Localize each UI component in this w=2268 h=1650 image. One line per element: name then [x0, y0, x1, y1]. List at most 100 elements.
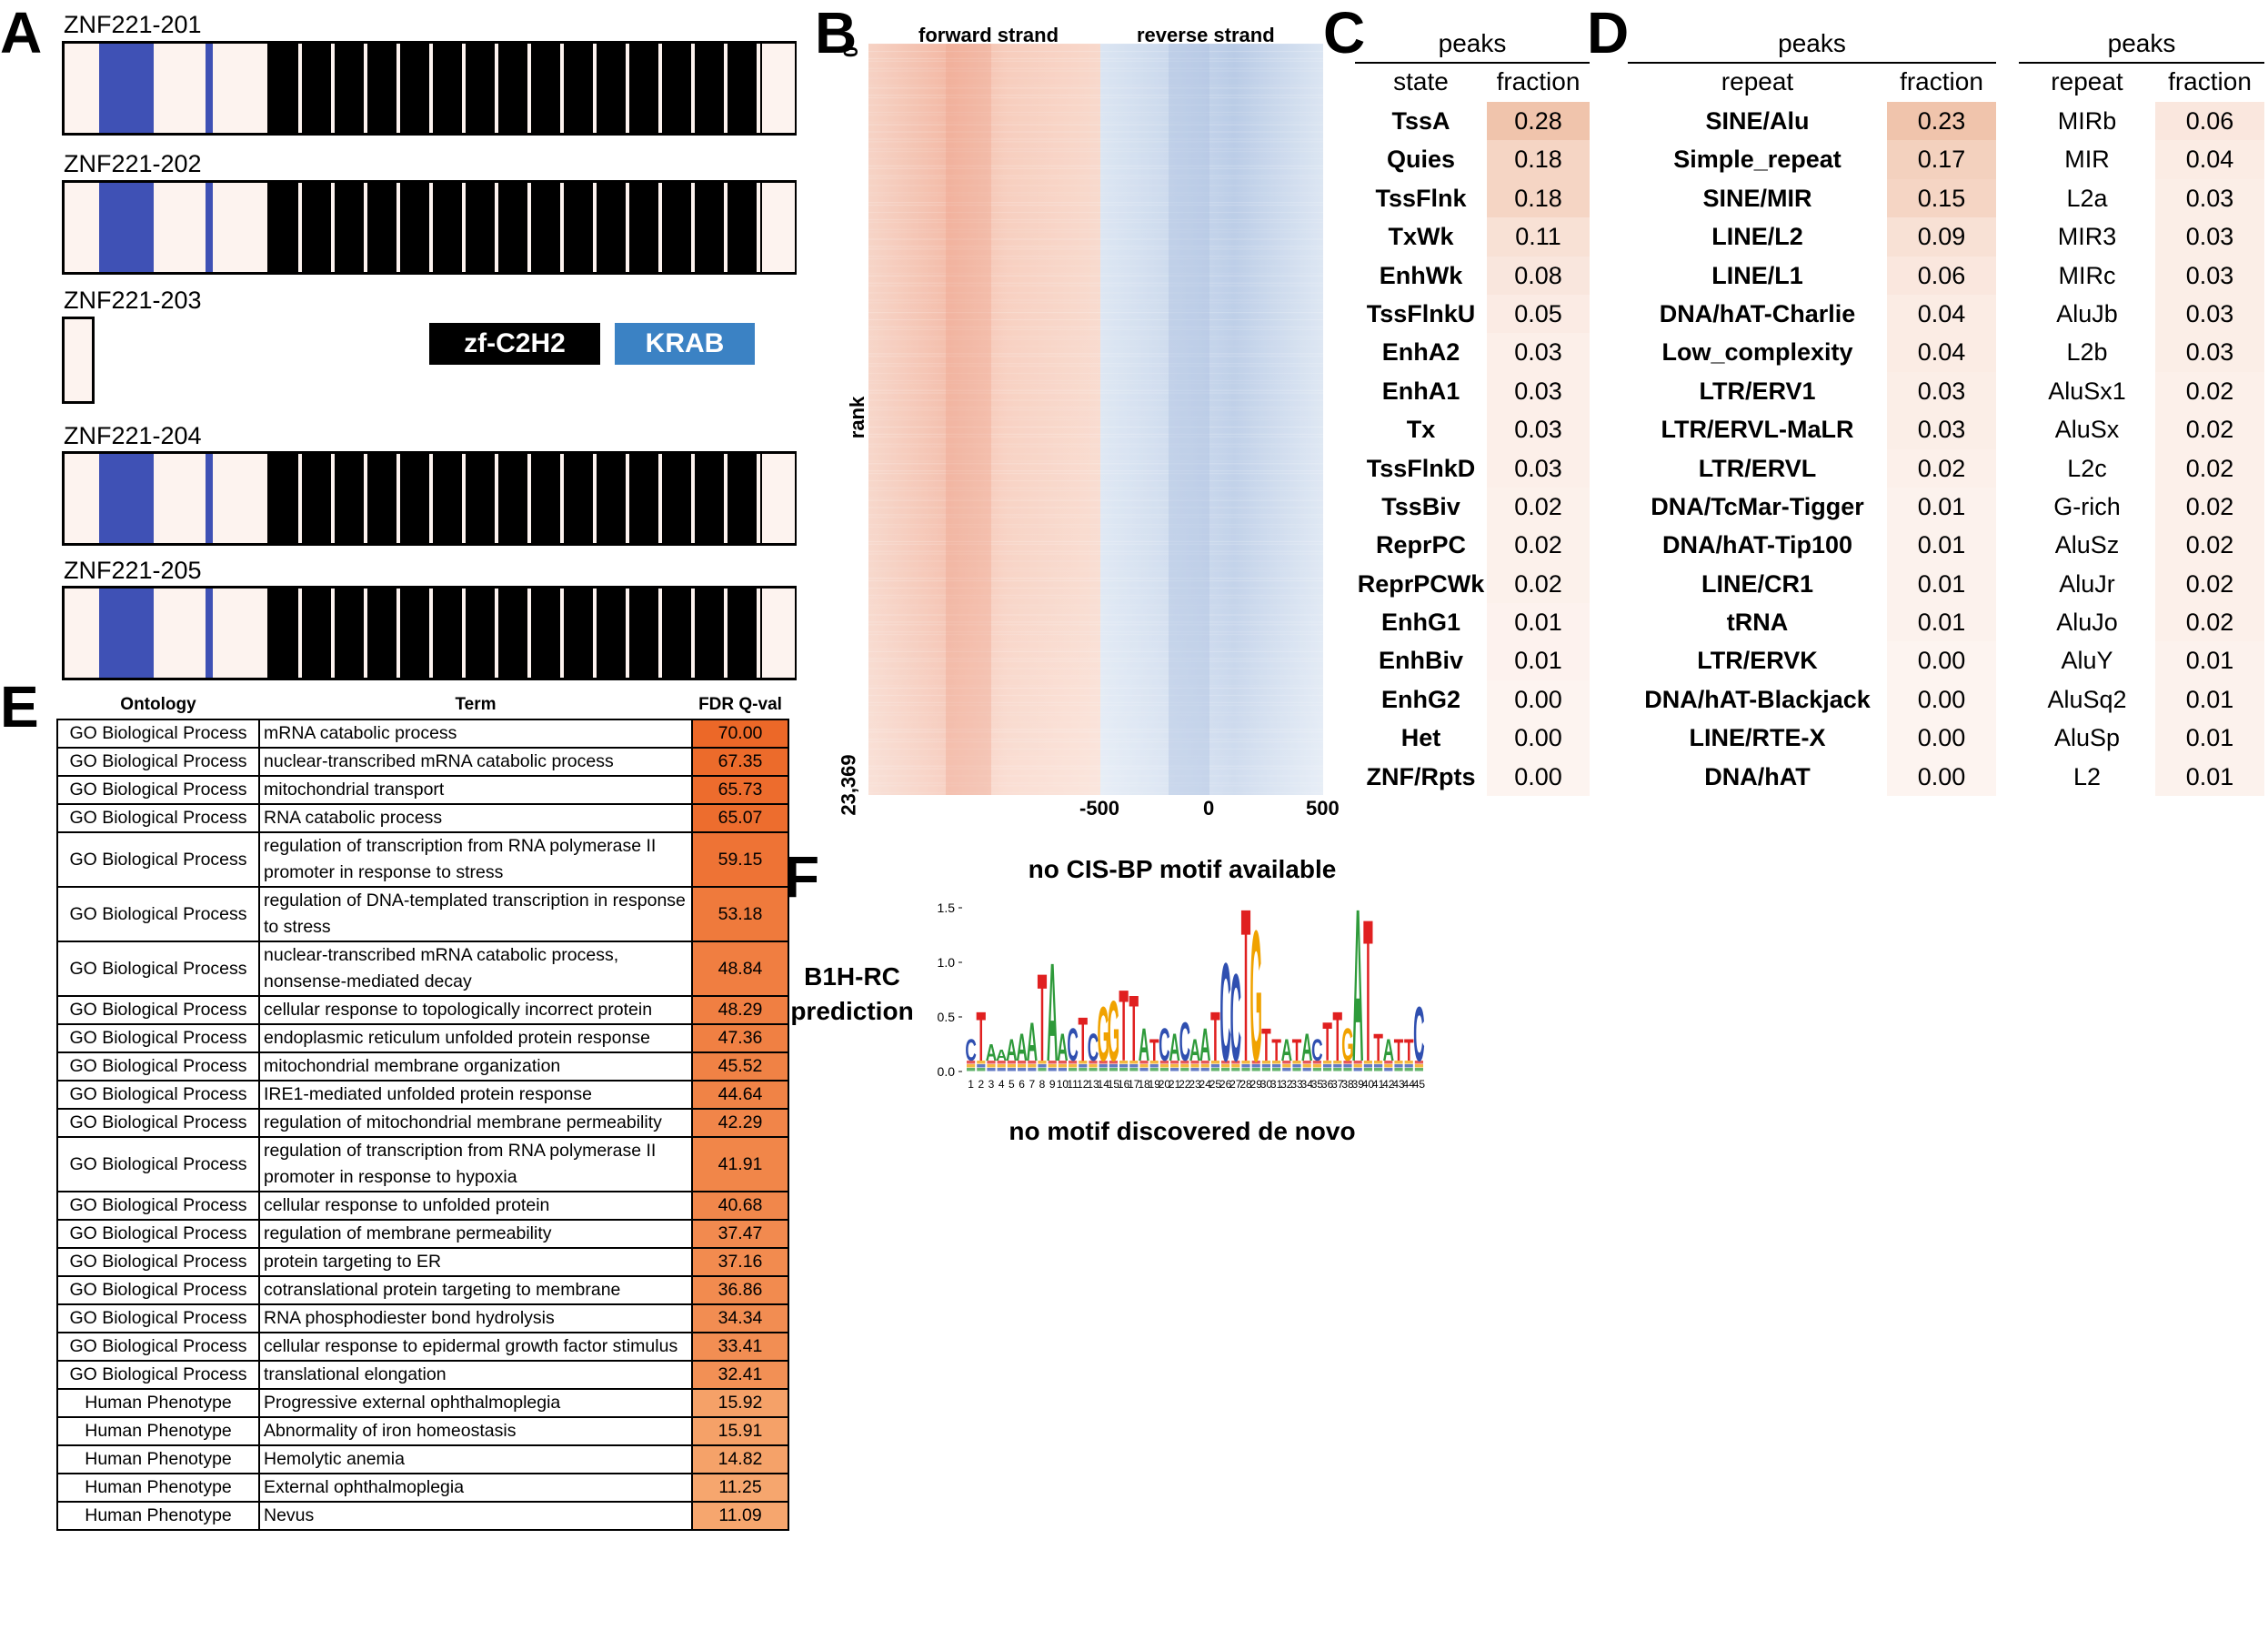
heatmap-row-texture	[868, 177, 1323, 179]
row-name: L2b	[2066, 338, 2108, 367]
fdr-cell: 44.64	[691, 1080, 789, 1110]
logo-minor-letter	[967, 1061, 976, 1064]
logo-column: C	[1219, 935, 1230, 1091]
panel-letter-e: E	[0, 674, 39, 739]
isoform-tail	[762, 183, 795, 272]
logo-minor-letter	[1363, 1064, 1372, 1068]
heatmap-row-texture	[868, 453, 1323, 455]
zf-separator	[691, 183, 695, 272]
logo-letter: A	[1199, 1019, 1210, 1071]
heatmap-row-texture	[868, 792, 1323, 794]
heatmap-row-texture	[868, 580, 1323, 582]
heatmap-row-texture	[868, 553, 1323, 555]
fdr-cell: 48.29	[691, 995, 789, 1025]
logo-minor-letter	[1343, 1068, 1352, 1071]
heatmap-row-texture	[868, 272, 1323, 274]
heatmap-row-texture	[868, 624, 1323, 626]
term-cell: cotranslational protein targeting to mem…	[258, 1275, 693, 1305]
zf-separator	[724, 454, 728, 543]
logo-minor-letter	[1221, 1068, 1230, 1071]
fdr-cell: 48.84	[691, 941, 789, 997]
logo-letter: T	[1129, 976, 1139, 1082]
logo-xtick: 7	[1029, 1078, 1035, 1091]
heatmap-row-texture	[868, 785, 1323, 787]
heatmap-row-texture	[868, 124, 1323, 126]
heatmap-row-texture	[868, 631, 1323, 633]
term-cell: regulation of membrane permeability	[258, 1219, 693, 1249]
zf-separator	[364, 589, 367, 678]
logo-column: T	[1292, 1031, 1302, 1071]
heatmap-row-texture	[868, 312, 1323, 314]
zf-separator	[724, 589, 728, 678]
logo-minor-letter	[1210, 1068, 1219, 1071]
isoform-tail	[762, 44, 795, 133]
zf-separator	[560, 44, 564, 133]
heatmap-fade	[868, 44, 1323, 795]
heatmap-row-texture	[868, 621, 1323, 623]
term-cell: protein targeting to ER	[258, 1247, 693, 1277]
heatmap-row-texture	[868, 524, 1323, 526]
heatmap-row-texture	[868, 70, 1323, 72]
table-row: GO Biological Process IRE1-mediated unfol…	[56, 1080, 789, 1110]
row-fraction-value: 0.02	[1487, 487, 1590, 527]
fdr-cell: 47.36	[691, 1023, 789, 1053]
row-fraction-value: 0.18	[1487, 178, 1590, 218]
isoform-bar	[62, 451, 797, 546]
table-row: GO Biological Process regulation of mitoc…	[56, 1108, 789, 1138]
logo-xtick: 23	[1189, 1078, 1201, 1091]
column-header-fraction: fraction	[1496, 67, 1581, 96]
heatmap-row-texture	[868, 675, 1323, 677]
ontology-cell: Human Phenotype	[56, 1416, 260, 1446]
logo-minor-letter	[1119, 1068, 1129, 1071]
logo-minor-letter	[1149, 1064, 1159, 1068]
logo-letter: T	[1322, 1012, 1332, 1073]
row-name: Low_complexity	[1661, 338, 1853, 367]
heatmap-row-texture	[868, 446, 1323, 448]
logo-column: A	[1027, 1012, 1038, 1073]
row-fraction-value: 0.03	[2155, 294, 2264, 334]
heatmap-row-texture	[868, 694, 1323, 697]
logo-minor-letter	[1292, 1068, 1301, 1071]
row-fraction-value: 0.06	[2155, 102, 2264, 141]
heatmap-row-texture	[868, 353, 1323, 355]
logo-minor-letter	[1190, 1061, 1199, 1064]
table-row: GO Biological Process nuclear-transcribed…	[56, 941, 789, 997]
row-fraction-value: 0.03	[2155, 217, 2264, 257]
term-cell: cellular response to unfolded protein	[258, 1191, 693, 1221]
table-row: GO Biological Process regulation of trans…	[56, 831, 789, 888]
fdr-cell: 65.07	[691, 803, 789, 833]
logo-column: C	[1088, 1025, 1099, 1071]
logo-minor-letter	[1170, 1061, 1179, 1064]
heatmap-row-texture	[868, 77, 1323, 79]
row-name: Simple_repeat	[1673, 146, 1841, 174]
logo-letter: A	[1006, 1031, 1017, 1067]
logo-letter: T	[977, 997, 987, 1076]
heatmap-row-texture	[868, 87, 1323, 89]
logo-minor-letter	[1170, 1068, 1179, 1071]
row-name: tRNA	[1726, 609, 1789, 637]
heatmap-row-texture	[868, 473, 1323, 475]
row-fraction-value: 0.03	[1487, 333, 1590, 372]
zf-separator	[658, 183, 662, 272]
logo-xtick: 5	[1009, 1078, 1015, 1091]
row-name: EnhA1	[1381, 377, 1460, 405]
heatmap-row-texture	[868, 782, 1323, 784]
row-fraction-value: 0.03	[2155, 333, 2264, 372]
isoform-label: ZNF221-203	[64, 287, 202, 314]
term-cell: cellular response to epidermal growth fa…	[258, 1332, 693, 1362]
row-fraction-value: 0.03	[1487, 371, 1590, 411]
b1h-rc-label: B1H-RC prediction	[784, 960, 920, 1029]
heatmap-row-texture	[868, 594, 1323, 596]
panel-letter-b: B	[815, 0, 858, 65]
logo-minor-letter	[1058, 1064, 1067, 1068]
logo-minor-letter	[1180, 1064, 1189, 1068]
logo-minor-letter	[1323, 1064, 1332, 1068]
krab-domain	[99, 589, 154, 678]
heatmap-row-texture	[868, 363, 1323, 365]
logo-minor-letter	[1180, 1061, 1189, 1064]
logo-minor-letter	[1302, 1061, 1311, 1064]
term-cell: Abnormality of iron homeostasis	[258, 1416, 693, 1446]
term-cell: mRNA catabolic process	[258, 719, 693, 749]
row-name: AluSq2	[2047, 685, 2127, 713]
logo-letter: C	[1088, 1025, 1099, 1070]
